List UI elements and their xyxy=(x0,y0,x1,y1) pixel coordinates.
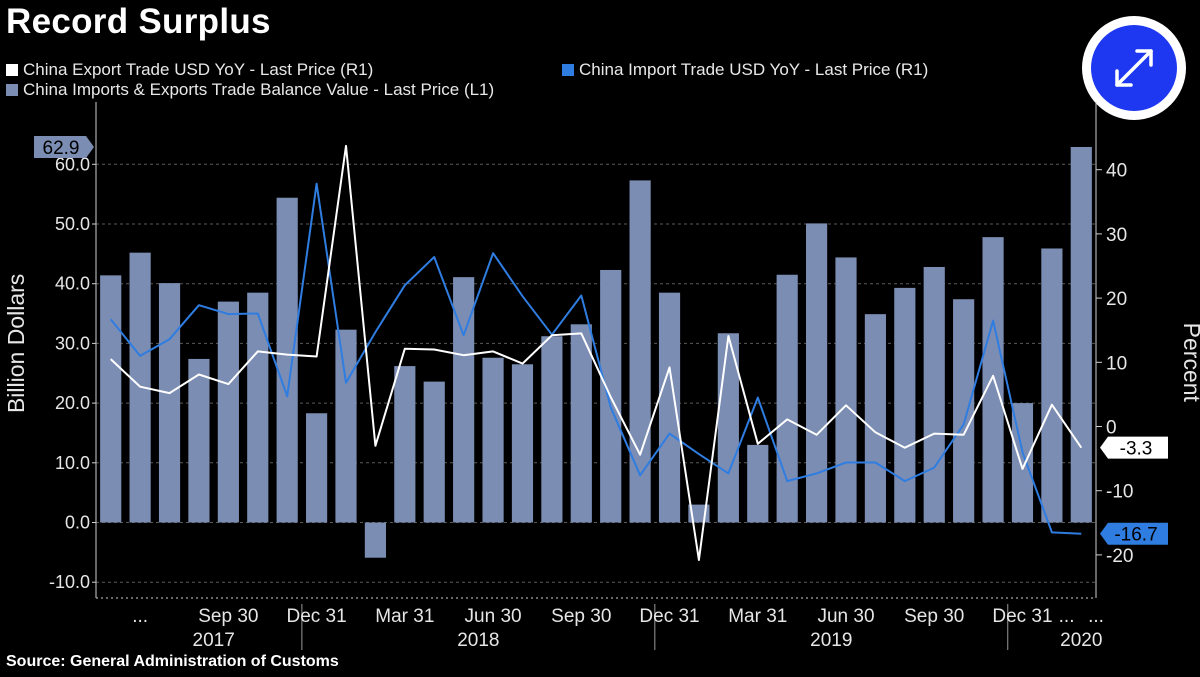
y-right-tick-label: 30 xyxy=(1106,225,1127,246)
bar-trade-balance xyxy=(158,283,181,523)
x-tick-label: Jun 30 xyxy=(465,606,522,627)
y-left-tick-label: 10.0 xyxy=(55,453,90,473)
bar-trade-balance xyxy=(776,274,798,523)
y-left-tick-label: 20.0 xyxy=(55,393,90,413)
bar-trade-balance xyxy=(864,314,886,523)
last-value-flag-import: -16.7 xyxy=(1100,522,1168,546)
legend-label-import: China Import Trade USD YoY - Last Price … xyxy=(579,60,929,79)
bar-trade-balance xyxy=(923,266,945,523)
x-tick-label: Sep 30 xyxy=(551,606,611,627)
bar-trade-balance xyxy=(894,287,916,523)
y-right-axis-title: Percent xyxy=(1179,323,1200,403)
bar-trade-balance xyxy=(982,237,1004,523)
bar-trade-balance xyxy=(100,275,122,523)
bar-trade-balance xyxy=(511,364,534,523)
x-tick-label: ... xyxy=(1088,606,1104,627)
x-tick-label: Dec 31 xyxy=(992,606,1052,627)
legend-item-export: China Export Trade USD YoY - Last Price … xyxy=(6,60,373,80)
flag-shape xyxy=(1100,436,1168,459)
y-left-axis-title: Billion Dollars xyxy=(3,274,29,413)
x-tick-label: Mar 31 xyxy=(375,606,434,627)
x-tick-label: Sep 30 xyxy=(198,606,258,627)
bar-trade-balance xyxy=(188,358,210,523)
x-tick-label: Sep 30 xyxy=(904,606,964,627)
bar-trade-balance xyxy=(1041,248,1063,523)
bar-trade-balance xyxy=(423,381,445,523)
line-import-yoy xyxy=(109,182,1082,535)
flag-shape xyxy=(34,135,94,158)
bar-trade-balance xyxy=(482,357,504,523)
legend-item-import: China Import Trade USD YoY - Last Price … xyxy=(562,60,928,80)
y-left-tick-label: 50.0 xyxy=(55,214,90,234)
x-tick-label: Jun 30 xyxy=(817,606,874,627)
flag-label: -3.3 xyxy=(1120,439,1153,460)
y-left-tick-label: 30.0 xyxy=(55,333,90,353)
y-left-tick-label: 40.0 xyxy=(55,274,90,294)
y-left-tick-label: 60.0 xyxy=(55,154,90,174)
y-right-tick-label: 10 xyxy=(1106,353,1127,374)
bar-trade-balance xyxy=(629,180,651,523)
bar-trade-balance xyxy=(806,223,828,523)
bar-trade-balance xyxy=(1070,146,1092,523)
bar-trade-balance xyxy=(541,336,563,523)
x-tick-label: ... xyxy=(1059,606,1075,627)
legend-swatch-export xyxy=(6,64,18,76)
flag-shape xyxy=(1100,522,1168,545)
x-year-label: 2017 xyxy=(193,630,235,651)
bar-trade-balance xyxy=(276,197,298,523)
last-value-flag-export: -3.3 xyxy=(1100,436,1168,460)
legend-swatch-import xyxy=(562,64,574,76)
bar-trade-balance xyxy=(335,329,357,523)
x-tick-label: ... xyxy=(132,606,148,627)
x-tick-label: Mar 31 xyxy=(728,606,787,627)
legend-label-balance: China Imports & Exports Trade Balance Va… xyxy=(23,80,495,99)
x-year-label: 2020 xyxy=(1060,630,1102,651)
bar-trade-balance xyxy=(570,324,592,523)
expand-button[interactable] xyxy=(1082,16,1186,120)
x-year-label: 2019 xyxy=(810,630,852,651)
bar-trade-balance xyxy=(658,292,681,523)
legend-label-export: China Export Trade USD YoY - Last Price … xyxy=(23,60,374,79)
x-tick-label: Dec 31 xyxy=(639,606,699,627)
bar-trade-balance xyxy=(453,277,475,523)
last-value-flag-balance: 62.9 xyxy=(34,135,94,159)
legend-item-balance: China Imports & Exports Trade Balance Va… xyxy=(6,80,494,100)
bar-trade-balance xyxy=(247,292,269,523)
source-note: Source: General Administration of Custom… xyxy=(6,653,339,670)
legend-swatch-balance xyxy=(6,84,18,96)
y-right-tick-label: 20 xyxy=(1106,289,1127,310)
bar-trade-balance xyxy=(953,299,975,523)
flag-label: 62.9 xyxy=(43,138,80,159)
x-tick-label: Dec 31 xyxy=(286,606,346,627)
y-left-tick-label: -10.0 xyxy=(49,572,90,592)
y-right-tick-label: -20 xyxy=(1106,546,1133,567)
x-year-label: 2018 xyxy=(457,630,499,651)
y-right-tick-label: 40 xyxy=(1106,161,1127,182)
y-right-tick-label: -10 xyxy=(1106,482,1133,503)
bar-trade-balance xyxy=(747,444,769,523)
bar-trade-balance xyxy=(835,257,857,523)
y-right-tick-label: 0 xyxy=(1106,418,1117,439)
bar-trade-balance xyxy=(306,413,328,523)
bar-trade-balance xyxy=(394,366,416,523)
flag-label: -16.7 xyxy=(1114,525,1157,546)
bar-trade-balance xyxy=(364,522,386,558)
line-export-yoy xyxy=(110,144,1083,561)
chart-title: Record Surplus xyxy=(6,2,271,41)
y-left-tick-label: 0.0 xyxy=(65,513,90,533)
bar-trade-balance xyxy=(217,301,239,523)
expand-arrows-icon xyxy=(1091,25,1177,111)
